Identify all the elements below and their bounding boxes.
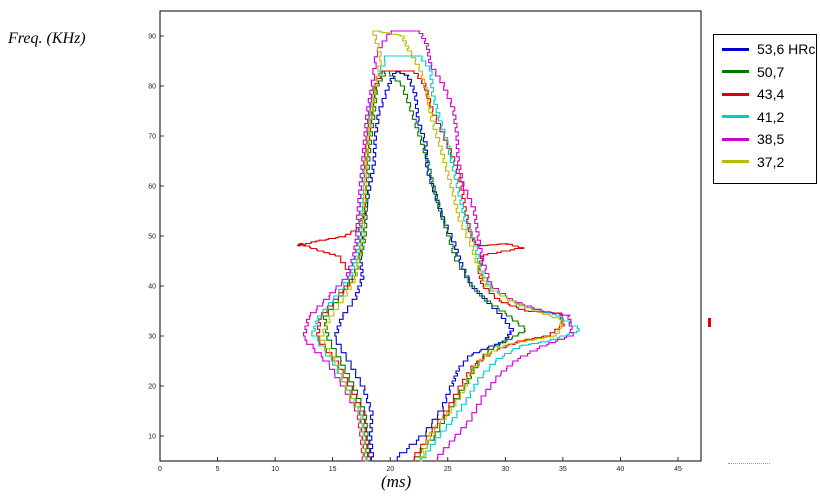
legend-item: 41,2 [722, 108, 784, 126]
series-layer [296, 30, 581, 462]
y-tick-label: 30 [148, 334, 156, 341]
x-tick-label: 15 [329, 466, 337, 473]
x-tick-label: 10 [271, 466, 279, 473]
stray-red-mark [708, 318, 711, 327]
y-tick-label: 70 [148, 134, 156, 141]
legend-item: 43,4 [722, 85, 784, 103]
legend-label: 41,2 [757, 108, 785, 125]
series-line-6 [319, 30, 564, 462]
legend-swatch [722, 47, 749, 51]
y-tick-label: 40 [148, 284, 156, 291]
legend-label: 38,5 [757, 131, 785, 147]
x-tick-label: 40 [617, 466, 625, 473]
y-axis-label: Freq. (KHz) [8, 30, 86, 47]
y-tick-label: 90 [148, 34, 156, 41]
series-line-5 [302, 30, 574, 462]
y-tick-label: 80 [148, 84, 156, 91]
axis-ticks: 0 5 10 15 20 25 30 35 40 45 10 20 30 40 50 60 70 80 90 [148, 34, 682, 474]
series-line-2 [322, 70, 526, 462]
legend-label: 37,2 [757, 153, 785, 170]
y-tick-label: 50 [148, 234, 156, 241]
legend-swatch [722, 70, 749, 73]
legend: 53,6 HRc 50,7 43,4 41,2 38,5 37,2 [713, 34, 817, 184]
x-tick-label: 35 [559, 466, 567, 473]
plot-area [159, 10, 702, 462]
x-tick-label: 20 [386, 466, 394, 473]
legend-swatch [722, 137, 749, 141]
x-tick-label: 5 [216, 466, 220, 473]
y-tick-label: 60 [148, 184, 156, 191]
legend-item: 53,6 HRc [722, 40, 815, 58]
x-tick-label: 30 [501, 466, 509, 473]
series-line-4 [311, 55, 581, 462]
legend-label: 50,7 [757, 63, 785, 80]
x-axis-label: (ms) [381, 472, 412, 491]
x-tick-label: 0 [158, 466, 162, 473]
y-tick-label: 20 [148, 384, 156, 391]
legend-item: 38,5 [722, 130, 784, 148]
legend-item: 37,2 [722, 153, 784, 171]
legend-swatch [722, 160, 749, 163]
legend-swatch [722, 115, 749, 118]
legend-label: 53,6 HRc [757, 41, 816, 57]
series-line-1 [334, 70, 514, 462]
legend-swatch [722, 92, 749, 96]
y-tick-label: 10 [148, 434, 156, 441]
x-tick-label: 25 [444, 466, 452, 473]
legend-label: 43,4 [757, 86, 785, 102]
x-tick-label: 45 [674, 466, 682, 473]
legend-item: 50,7 [722, 63, 784, 81]
stray-grey-line [728, 463, 770, 465]
